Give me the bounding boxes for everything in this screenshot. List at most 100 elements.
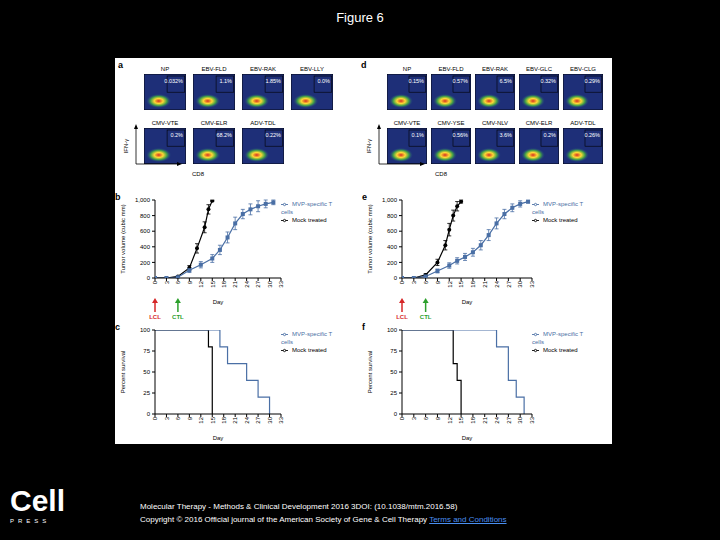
svg-text:12: 12 xyxy=(447,416,453,423)
svg-text:CTL: CTL xyxy=(172,314,184,320)
svg-text:1,000: 1,000 xyxy=(382,197,398,203)
svg-text:0: 0 xyxy=(394,275,398,281)
svg-text:15: 15 xyxy=(210,280,216,287)
svg-text:Day: Day xyxy=(462,435,473,441)
svg-text:12: 12 xyxy=(198,280,204,287)
svg-text:27: 27 xyxy=(506,280,512,287)
svg-text:Day: Day xyxy=(213,299,224,305)
svg-text:6: 6 xyxy=(423,416,429,420)
svg-text:0.032%: 0.032% xyxy=(164,78,183,84)
svg-text:27: 27 xyxy=(255,280,261,287)
svg-text:0.32%: 0.32% xyxy=(540,78,556,84)
svg-text:0.57%: 0.57% xyxy=(452,78,468,84)
svg-text:0.2%: 0.2% xyxy=(543,132,556,138)
svg-text:100: 100 xyxy=(387,327,398,333)
svg-text:21: 21 xyxy=(232,416,238,423)
svg-text:0: 0 xyxy=(399,280,405,284)
svg-text:9: 9 xyxy=(435,416,441,420)
svg-text:24: 24 xyxy=(494,280,500,287)
svg-text:3: 3 xyxy=(164,280,170,284)
svg-text:3: 3 xyxy=(411,280,417,284)
svg-text:1,000: 1,000 xyxy=(135,197,151,203)
svg-text:400: 400 xyxy=(140,244,151,250)
svg-text:33: 33 xyxy=(529,416,535,423)
svg-text:33: 33 xyxy=(278,416,284,423)
svg-text:Percent survival: Percent survival xyxy=(120,351,126,394)
svg-text:27: 27 xyxy=(255,416,261,423)
svg-text:400: 400 xyxy=(387,244,398,250)
svg-text:30: 30 xyxy=(267,280,273,287)
svg-text:21: 21 xyxy=(482,416,488,423)
svg-text:Percent survival: Percent survival xyxy=(367,351,373,394)
svg-text:6: 6 xyxy=(175,280,181,284)
svg-text:0: 0 xyxy=(399,416,405,420)
svg-text:Tumor volume (cubic mm): Tumor volume (cubic mm) xyxy=(120,204,126,273)
svg-text:0.2%: 0.2% xyxy=(170,132,183,138)
svg-text:24: 24 xyxy=(494,416,500,423)
svg-text:27: 27 xyxy=(506,416,512,423)
svg-text:CTL: CTL xyxy=(420,314,432,320)
svg-text:0: 0 xyxy=(152,416,158,420)
svg-text:18: 18 xyxy=(221,416,227,423)
svg-text:1.1%: 1.1% xyxy=(219,78,232,84)
svg-text:0.56%: 0.56% xyxy=(452,132,468,138)
svg-text:IFN-γ: IFN-γ xyxy=(123,139,129,154)
svg-text:18: 18 xyxy=(470,280,476,287)
svg-text:30: 30 xyxy=(267,416,273,423)
svg-text:CD8: CD8 xyxy=(435,171,448,177)
svg-text:Tumor volume (cubic mm): Tumor volume (cubic mm) xyxy=(367,204,373,273)
svg-text:0: 0 xyxy=(152,280,158,284)
svg-text:Day: Day xyxy=(462,299,473,305)
svg-text:24: 24 xyxy=(244,416,250,423)
svg-text:24: 24 xyxy=(244,280,250,287)
svg-text:800: 800 xyxy=(387,213,398,219)
svg-text:9: 9 xyxy=(435,280,441,284)
svg-text:50: 50 xyxy=(143,369,150,375)
svg-text:6.5%: 6.5% xyxy=(499,78,512,84)
svg-text:0.29%: 0.29% xyxy=(584,78,600,84)
svg-text:0.15%: 0.15% xyxy=(408,78,424,84)
svg-text:18: 18 xyxy=(470,416,476,423)
svg-text:IFN-γ: IFN-γ xyxy=(366,139,372,154)
svg-text:12: 12 xyxy=(447,280,453,287)
svg-text:1.85%: 1.85% xyxy=(265,78,281,84)
svg-text:0.26%: 0.26% xyxy=(584,132,600,138)
svg-text:9: 9 xyxy=(187,416,193,420)
svg-text:25: 25 xyxy=(143,390,150,396)
svg-text:3: 3 xyxy=(164,416,170,420)
svg-text:21: 21 xyxy=(482,280,488,287)
svg-text:68.2%: 68.2% xyxy=(216,132,232,138)
svg-text:33: 33 xyxy=(278,280,284,287)
svg-text:30: 30 xyxy=(517,416,523,423)
svg-text:CD8: CD8 xyxy=(192,171,205,177)
svg-text:30: 30 xyxy=(517,280,523,287)
svg-text:15: 15 xyxy=(458,416,464,423)
svg-text:600: 600 xyxy=(387,228,398,234)
svg-text:15: 15 xyxy=(458,280,464,287)
svg-text:75: 75 xyxy=(143,348,150,354)
svg-text:0.22%: 0.22% xyxy=(265,132,281,138)
svg-text:0: 0 xyxy=(394,411,398,417)
svg-text:100: 100 xyxy=(140,327,151,333)
svg-text:800: 800 xyxy=(140,213,151,219)
svg-text:200: 200 xyxy=(140,260,151,266)
svg-text:6: 6 xyxy=(175,416,181,420)
svg-text:12: 12 xyxy=(198,416,204,423)
svg-text:200: 200 xyxy=(387,260,398,266)
svg-text:21: 21 xyxy=(232,280,238,287)
svg-text:0.1%: 0.1% xyxy=(411,132,424,138)
svg-text:50: 50 xyxy=(390,369,397,375)
svg-text:25: 25 xyxy=(390,390,397,396)
svg-text:0: 0 xyxy=(147,411,151,417)
svg-text:18: 18 xyxy=(221,280,227,287)
svg-text:LCL: LCL xyxy=(149,314,161,320)
svg-text:600: 600 xyxy=(140,228,151,234)
svg-text:15: 15 xyxy=(210,416,216,423)
svg-text:3: 3 xyxy=(411,416,417,420)
svg-text:LCL: LCL xyxy=(396,314,408,320)
svg-text:33: 33 xyxy=(529,280,535,287)
svg-text:0.0%: 0.0% xyxy=(317,78,330,84)
svg-text:3.6%: 3.6% xyxy=(499,132,512,138)
svg-text:0: 0 xyxy=(147,275,151,281)
svg-text:9: 9 xyxy=(187,280,193,284)
